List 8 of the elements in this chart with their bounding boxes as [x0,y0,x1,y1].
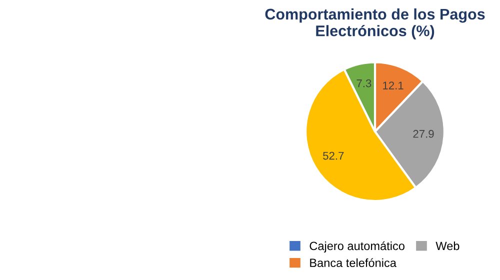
data-label: 7.3 [356,79,372,88]
chart-title: Comportamiento de los Pagos Electrónicos (%) [265,8,485,40]
data-label: 12.1 [383,82,404,90]
data-label: 52.7 [323,152,344,160]
legend-label: Cajero automático [310,241,404,252]
legend-label: Banca telefónica [310,258,396,268]
data-label: 27.9 [413,130,434,138]
legend-label: Web [436,241,460,250]
